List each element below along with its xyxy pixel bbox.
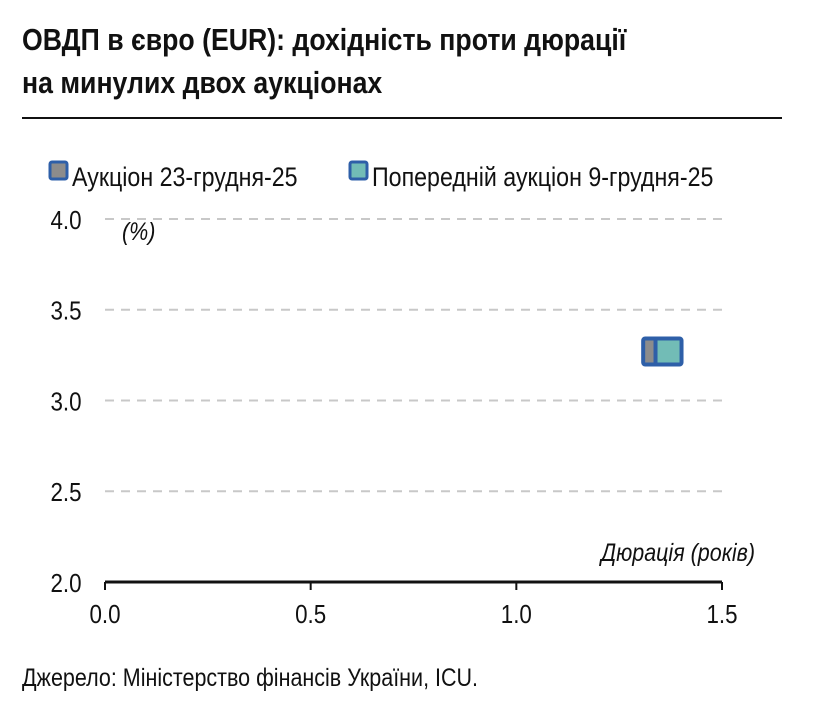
title-divider [22, 117, 782, 119]
x-tick-label: 0.0 [89, 600, 120, 629]
x-tick-label: 1.5 [706, 600, 737, 629]
y-tick-label: 4.0 [50, 206, 81, 235]
y-tick-label: 2.5 [50, 479, 81, 508]
legend-label: Попередній аукціон 9-грудня-25 [372, 162, 713, 192]
x-tick-label: 1.0 [501, 600, 532, 629]
chart-title: ОВДП в євро (EUR): дохідність проти дюра… [22, 18, 693, 104]
source-note: Джерело: Міністерство фінансів України, … [22, 664, 479, 692]
y-axis-title: (%) [122, 217, 155, 245]
y-tick-label: 3.0 [50, 388, 81, 417]
y-tick-label: 2.0 [50, 569, 81, 598]
legend-marker [48, 160, 69, 181]
legend-marker [348, 160, 369, 181]
title-line-2: на минулих двох аукціонах [22, 65, 383, 100]
x-axis-title: Дюрація (років) [598, 538, 755, 566]
x-tick-label: 0.5 [295, 600, 326, 629]
title-line-1: ОВДП в євро (EUR): дохідність проти дюра… [22, 22, 627, 57]
y-tick-label: 3.5 [50, 297, 81, 326]
data-point [653, 336, 684, 367]
legend-label: Аукціон 23-грудня-25 [72, 162, 298, 192]
